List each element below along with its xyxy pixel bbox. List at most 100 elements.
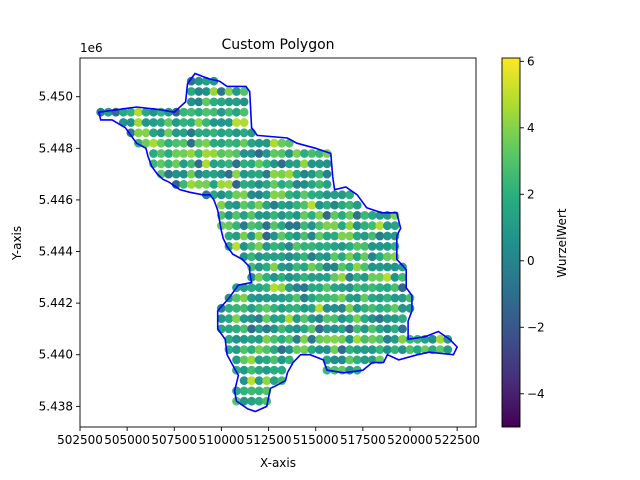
data-point bbox=[330, 200, 339, 210]
data-point bbox=[247, 324, 256, 334]
data-point bbox=[413, 334, 422, 344]
x-tick-label: 522500 bbox=[434, 433, 480, 447]
data-point bbox=[330, 211, 339, 220]
data-point bbox=[300, 252, 309, 262]
data-point bbox=[284, 314, 294, 323]
data-point bbox=[254, 334, 264, 344]
data-point bbox=[247, 149, 256, 158]
data-point bbox=[201, 169, 211, 179]
chart-title: Custom Polygon bbox=[221, 37, 334, 53]
data-point bbox=[217, 97, 226, 107]
data-point bbox=[262, 272, 272, 282]
data-point bbox=[307, 314, 317, 323]
data-point bbox=[247, 169, 256, 179]
data-point bbox=[315, 252, 324, 262]
data-point bbox=[330, 242, 339, 251]
data-point bbox=[375, 231, 385, 241]
data-point bbox=[232, 180, 241, 189]
data-point bbox=[186, 159, 196, 169]
data-point bbox=[307, 169, 317, 179]
data-point bbox=[254, 355, 264, 365]
data-point bbox=[232, 293, 241, 303]
data-point bbox=[345, 262, 355, 272]
data-point bbox=[367, 262, 377, 272]
data-point bbox=[322, 293, 332, 303]
data-point bbox=[367, 345, 377, 354]
data-point bbox=[254, 159, 264, 169]
data-point bbox=[277, 231, 287, 241]
data-point bbox=[232, 334, 241, 344]
data-point bbox=[186, 169, 196, 179]
data-point bbox=[322, 334, 332, 344]
data-point bbox=[247, 396, 256, 406]
x-tick-label: 515000 bbox=[293, 433, 339, 447]
data-point bbox=[277, 355, 287, 365]
data-point bbox=[315, 324, 324, 334]
data-point bbox=[383, 242, 392, 251]
data-point bbox=[284, 324, 294, 334]
data-point bbox=[277, 303, 287, 313]
data-point bbox=[164, 107, 174, 117]
data-point bbox=[239, 314, 249, 323]
data-point bbox=[224, 200, 234, 210]
data-point bbox=[300, 262, 309, 272]
data-point bbox=[179, 169, 189, 179]
data-point bbox=[179, 180, 189, 189]
data-point bbox=[345, 200, 355, 210]
data-point bbox=[322, 169, 332, 179]
data-point bbox=[201, 87, 211, 96]
data-point bbox=[322, 180, 332, 189]
data-point bbox=[360, 324, 370, 334]
data-point bbox=[247, 345, 256, 354]
data-point bbox=[262, 252, 272, 262]
data-point bbox=[300, 180, 309, 189]
data-point bbox=[254, 303, 264, 313]
data-point bbox=[262, 231, 272, 241]
data-point bbox=[171, 169, 181, 179]
data-point bbox=[292, 211, 302, 220]
data-point bbox=[239, 303, 249, 313]
data-point bbox=[360, 242, 370, 251]
data-point bbox=[330, 272, 339, 282]
data-point bbox=[322, 242, 332, 251]
data-point bbox=[390, 345, 400, 354]
data-point bbox=[322, 190, 332, 200]
data-point bbox=[284, 272, 294, 282]
data-point bbox=[247, 138, 256, 148]
x-tick-label: 507500 bbox=[151, 433, 197, 447]
data-point bbox=[352, 272, 362, 282]
data-point bbox=[232, 324, 241, 334]
colorbar-tick-label: 4 bbox=[527, 121, 535, 135]
colorbar bbox=[501, 57, 521, 428]
data-point bbox=[292, 221, 302, 231]
data-point bbox=[300, 190, 309, 200]
data-point bbox=[390, 221, 400, 231]
data-point bbox=[232, 149, 241, 158]
data-point bbox=[239, 376, 249, 385]
data-point bbox=[194, 107, 204, 117]
data-point bbox=[224, 231, 234, 241]
data-point bbox=[330, 221, 339, 231]
data-point bbox=[330, 334, 339, 344]
data-point bbox=[141, 107, 151, 117]
data-point bbox=[194, 169, 204, 179]
data-point bbox=[292, 149, 302, 158]
data-point bbox=[300, 221, 309, 231]
data-point bbox=[322, 262, 332, 272]
data-point bbox=[330, 303, 339, 313]
data-point bbox=[375, 221, 385, 231]
data-point bbox=[277, 252, 287, 262]
data-point bbox=[315, 169, 324, 179]
data-point bbox=[345, 314, 355, 323]
data-point bbox=[322, 324, 332, 334]
data-point bbox=[239, 355, 249, 365]
data-point bbox=[262, 355, 272, 365]
data-point bbox=[390, 334, 400, 344]
data-point bbox=[428, 334, 437, 344]
data-point bbox=[300, 272, 309, 282]
data-point bbox=[352, 283, 362, 293]
data-point bbox=[322, 200, 332, 210]
data-point bbox=[322, 314, 332, 323]
data-point bbox=[375, 324, 385, 334]
data-point bbox=[247, 376, 256, 385]
